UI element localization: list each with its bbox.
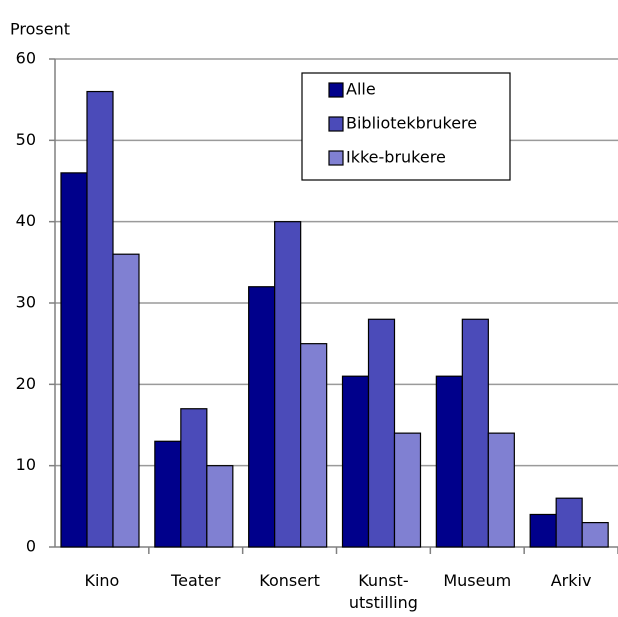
legend-swatch bbox=[328, 150, 344, 166]
x-tick-label-line: Museum bbox=[443, 571, 511, 590]
bar bbox=[300, 343, 328, 548]
x-tick-label: Kino bbox=[84, 571, 119, 590]
bar bbox=[393, 432, 422, 548]
y-tick-label: 40 bbox=[16, 211, 36, 230]
bar bbox=[341, 375, 370, 548]
y-tick-label: 0 bbox=[26, 537, 36, 556]
legend-label: Ikke-brukere bbox=[346, 148, 446, 167]
legend-swatch bbox=[328, 116, 344, 132]
bar bbox=[248, 286, 276, 548]
bar bbox=[180, 408, 208, 548]
y-axis-label: Prosent bbox=[10, 20, 70, 39]
legend-label: Bibliotekbrukere bbox=[346, 114, 477, 133]
y-tick-label: 20 bbox=[16, 374, 36, 393]
x-tick-label-line: Arkiv bbox=[551, 571, 592, 590]
bar bbox=[112, 253, 140, 548]
x-tick-label: Teater bbox=[170, 571, 221, 590]
bar bbox=[555, 497, 583, 548]
bar bbox=[60, 172, 88, 548]
y-tick-label: 30 bbox=[16, 293, 36, 312]
y-tick-label: 60 bbox=[16, 49, 36, 68]
x-tick-label: Kunst-utstilling bbox=[349, 571, 418, 612]
bar bbox=[206, 465, 234, 548]
bar bbox=[581, 521, 609, 548]
x-tick-label: Arkiv bbox=[551, 571, 592, 590]
x-tick-label-line: utstilling bbox=[349, 593, 418, 612]
x-tick-label-line: Konsert bbox=[259, 571, 320, 590]
bar bbox=[435, 375, 463, 548]
x-tick-label-line: Kino bbox=[84, 571, 119, 590]
legend-label: Alle bbox=[346, 80, 376, 99]
bar bbox=[461, 318, 489, 548]
bar bbox=[274, 221, 302, 548]
x-tick-label-line: Kunst- bbox=[358, 571, 408, 590]
y-tick-label: 10 bbox=[16, 455, 36, 474]
bar bbox=[154, 440, 182, 548]
legend-swatch bbox=[328, 82, 344, 98]
x-tick-label-line: Teater bbox=[170, 571, 221, 590]
bar bbox=[487, 432, 515, 548]
bar bbox=[86, 90, 114, 548]
x-tick-label: Museum bbox=[443, 571, 511, 590]
y-tick-label: 50 bbox=[16, 130, 36, 149]
x-tick-label: Konsert bbox=[259, 571, 320, 590]
bar bbox=[367, 318, 396, 548]
bar bbox=[529, 513, 557, 548]
